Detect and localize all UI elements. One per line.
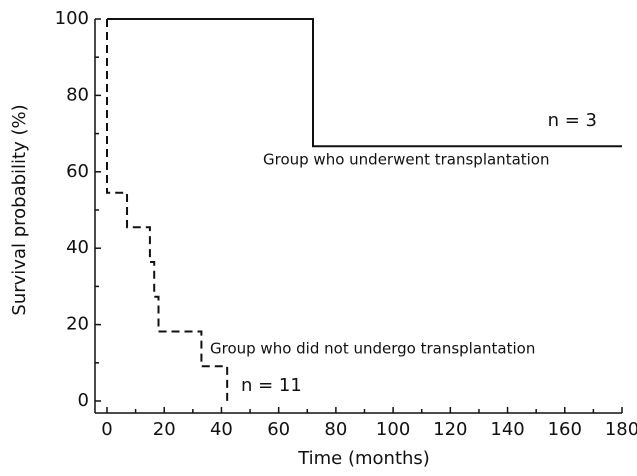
survival-curve [107, 18, 622, 148]
x-tick-label: 60 [267, 419, 290, 440]
n-label: n = 3 [548, 110, 597, 131]
x-axis-title: Time (months) [297, 448, 430, 469]
x-tick-label: 100 [376, 419, 410, 440]
y-tick-label: 100 [55, 8, 89, 29]
y-tick-label: 40 [66, 237, 89, 258]
y-tick-label: 60 [66, 161, 89, 182]
n-label: n = 11 [241, 375, 302, 396]
survival-curve [106, 19, 229, 401]
y-tick-label: 0 [78, 390, 89, 411]
x-tick-label: 180 [605, 419, 637, 440]
x-tick-label: 80 [324, 419, 347, 440]
y-axis-title: Survival probability (%) [9, 104, 30, 315]
y-tick-label: 20 [66, 314, 89, 335]
x-tick-label: 20 [153, 419, 176, 440]
curve-label: Group who did not undergo transplantatio… [210, 340, 535, 358]
curve-label: Group who underwent transplantation [263, 151, 550, 169]
x-tick-label: 160 [548, 419, 582, 440]
y-tick-label: 80 [66, 84, 89, 105]
x-tick-label: 0 [101, 419, 112, 440]
x-tick-label: 40 [210, 419, 233, 440]
x-tick-label: 140 [490, 419, 524, 440]
x-tick-label: 120 [433, 419, 467, 440]
